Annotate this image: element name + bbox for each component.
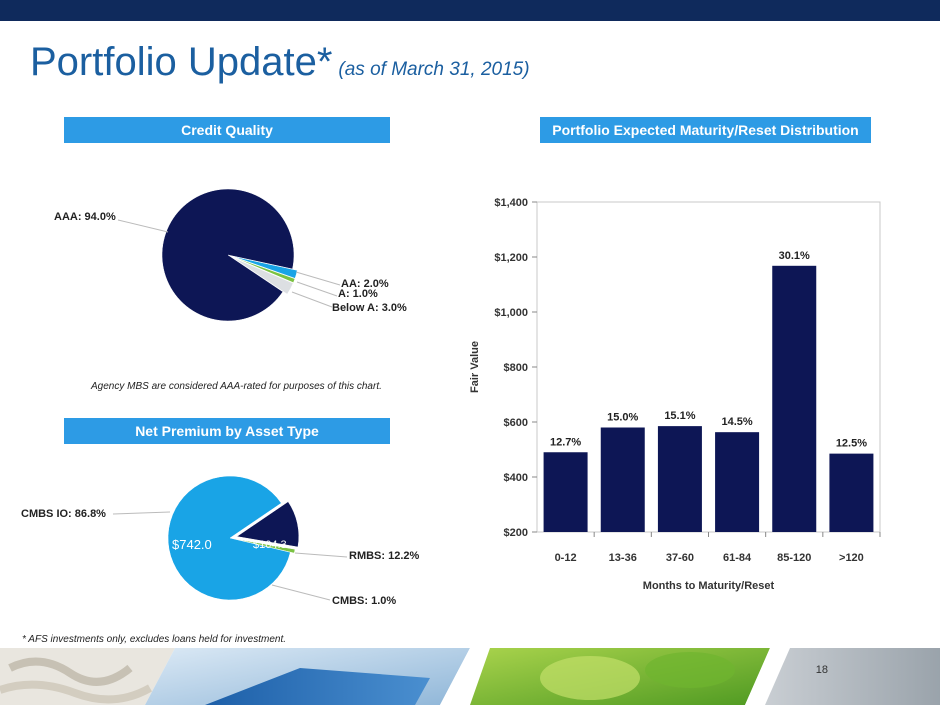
label-cmbs-io: CMBS IO: 86.8% [21,508,106,520]
leader-line-below-a [291,291,333,308]
leader-line-rmbs [294,552,348,558]
y-axis-title: Fair Value [469,341,481,393]
bar-85-120 [772,265,817,532]
pie-slice-below-a [232,257,294,295]
bar-data-label: 12.5% [836,438,867,450]
y-tick-label: $800 [504,362,528,374]
y-tick-label: $600 [504,417,528,429]
x-tick-label: 85-120 [777,552,811,564]
title-text: Portfolio Update* [30,40,333,84]
plot-frame [536,201,881,533]
title-subtitle: (as of March 31, 2015) [338,59,530,80]
label-rmbs: RMBS: 12.2% [349,550,420,562]
y-tick-label: $1,200 [494,252,528,264]
net-premium-heading: Net Premium by Asset Type [64,418,390,444]
credit-quality-note: Agency MBS are considered AAA-rated for … [91,381,382,392]
bar-data-label: 12.7% [550,436,581,448]
label-aa: AA: 2.0% [341,278,389,290]
pie-slice-cmbs-io [167,475,291,601]
y-tick-label: $1,400 [494,197,528,209]
x-tick-label: 13-36 [609,552,637,564]
x-tick-label: >120 [839,552,864,564]
credit-quality-heading: Credit Quality [64,117,390,143]
y-tick-label: $200 [504,527,528,539]
label-a: A: 1.0% [338,288,378,300]
leader-line-aa [295,271,341,286]
maturity-heading: Portfolio Expected Maturity/Reset Distri… [540,117,871,143]
top-banner [0,0,940,21]
bar-0-12 [543,452,588,532]
x-tick-label: 37-60 [666,552,694,564]
pie-slice-rmbs [236,501,300,548]
label-cmbs: CMBS: 1.0% [332,595,397,607]
leader-line-a [296,281,338,297]
x-axis-title: Months to Maturity/Reset [643,580,775,592]
y-tick-label: $400 [504,472,528,484]
leader-line-aaa [117,219,169,233]
y-tick-label: $1,000 [494,307,528,319]
bar-61-84 [715,432,760,532]
bar-data-label: 30.1% [779,250,810,262]
grey-image [765,648,940,705]
page-number: 18 [815,664,828,676]
bar-data-label: 15.0% [607,412,638,424]
footnote: * AFS investments only, excludes loans h… [22,634,287,645]
pie-slice-aaa [161,188,295,322]
x-tick-label: 61-84 [723,552,752,564]
bar-37-60 [657,426,702,532]
pie-slice-aa [232,256,298,279]
pie-slice-a [232,256,296,283]
leader-line-cmbs [271,584,331,601]
bar-13-36 [600,427,645,532]
decorative-image-strip [0,648,940,705]
bar->120 [829,453,874,532]
value-cmbs-io: $742.0 [172,537,212,552]
bar-data-label: 15.1% [664,410,695,422]
x-tick-label: 0-12 [555,552,577,564]
label-aaa: AAA: 94.0% [54,211,116,223]
bar-data-label: 14.5% [721,416,752,428]
value-rmbs: $104.3 [253,539,287,551]
page-title: Portfolio Update* (as of March 31, 2015) [30,40,530,85]
label-below-a: Below A: 3.0% [332,302,407,314]
leader-line-cmbs-io [112,511,171,515]
